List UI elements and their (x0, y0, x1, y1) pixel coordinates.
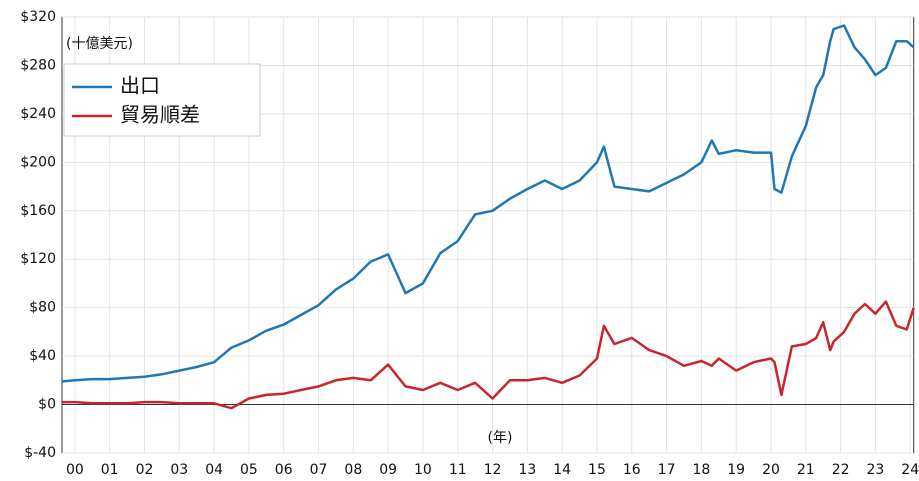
x-tick-label: 15 (588, 462, 606, 478)
x-tick-label: 02 (136, 462, 154, 478)
x-annotation: (年) (488, 430, 513, 446)
legend-box (63, 63, 261, 137)
y-tick-label: $-40 (24, 445, 56, 461)
x-tick-label: 03 (170, 462, 188, 478)
legend-label: 出口 (120, 74, 160, 98)
x-tick-label: 11 (449, 462, 467, 478)
x-tick-label: 16 (623, 462, 641, 478)
x-tick-label: 08 (344, 462, 362, 478)
x-tick-label: 14 (553, 462, 571, 478)
x-tick-label: 07 (310, 462, 328, 478)
y-tick-label: $80 (29, 300, 56, 316)
y-tick-label: $0 (38, 397, 56, 413)
y-tick-label: $40 (29, 348, 56, 364)
y-tick-label: $320 (20, 9, 56, 25)
x-tick-label: 12 (484, 462, 502, 478)
data-line (61, 24, 915, 383)
unit-annotation: (十億美元) (66, 36, 133, 52)
x-tick-label: 05 (240, 462, 258, 478)
y-tick-label: $200 (20, 154, 56, 170)
x-tick-label: 24 (901, 462, 919, 478)
x-tick-label: 18 (692, 462, 710, 478)
y-tick-label: $280 (20, 57, 56, 73)
legend-label: 貿易順差 (120, 103, 200, 127)
x-tick-label: 00 (66, 462, 84, 478)
x-tick-label: 23 (866, 462, 884, 478)
data-line (62, 300, 915, 410)
x-tick-label: 04 (205, 462, 223, 478)
x-tick-label: 09 (379, 462, 397, 478)
x-tick-label: 10 (414, 462, 432, 478)
x-tick-label: 01 (101, 462, 119, 478)
y-tick-label: $240 (20, 106, 56, 122)
x-tick-label: 17 (658, 462, 676, 478)
y-tick-label: $160 (20, 203, 56, 219)
x-tick-label: 22 (832, 462, 850, 478)
y-tick-label: $120 (20, 251, 56, 267)
x-tick-label: 19 (727, 462, 745, 478)
x-tick-label: 21 (797, 462, 815, 478)
x-tick-label: 20 (762, 462, 780, 478)
x-tick-label: 13 (518, 462, 536, 478)
x-tick-label: 06 (275, 462, 293, 478)
